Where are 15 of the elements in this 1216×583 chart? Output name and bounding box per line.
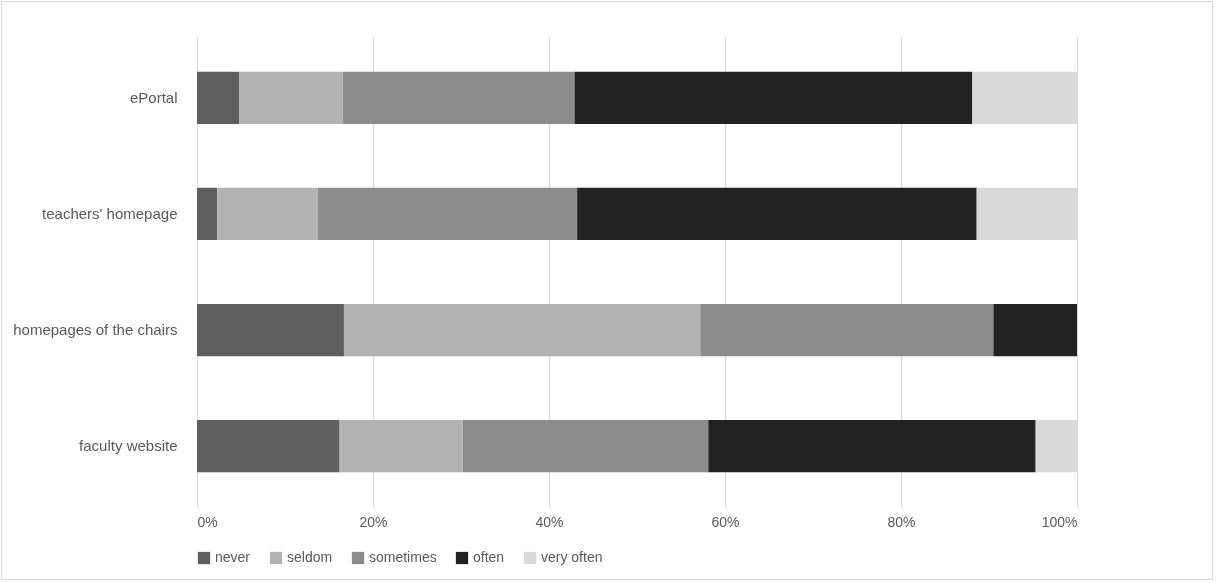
legend-label: very often (541, 549, 603, 565)
x-tick-label: 0% (197, 513, 218, 530)
legend-label: never (215, 549, 251, 565)
legend-label: seldom (287, 549, 333, 565)
x-tick-label: 40% (535, 513, 564, 530)
legend-label: sometimes (369, 549, 437, 565)
x-tick-label: 100% (1041, 513, 1078, 530)
x-tick-label: 80% (887, 513, 916, 530)
x-tick-label: 60% (711, 513, 740, 530)
legend-label: often (473, 549, 505, 565)
y-tick-label: faculty website (79, 437, 178, 455)
y-tick-label: ePortal (129, 88, 178, 106)
x-tick-label: 20% (359, 513, 388, 530)
y-tick-label: teachers' homepage (42, 204, 178, 222)
y-tick-label: homepages of the chairs (13, 321, 178, 339)
